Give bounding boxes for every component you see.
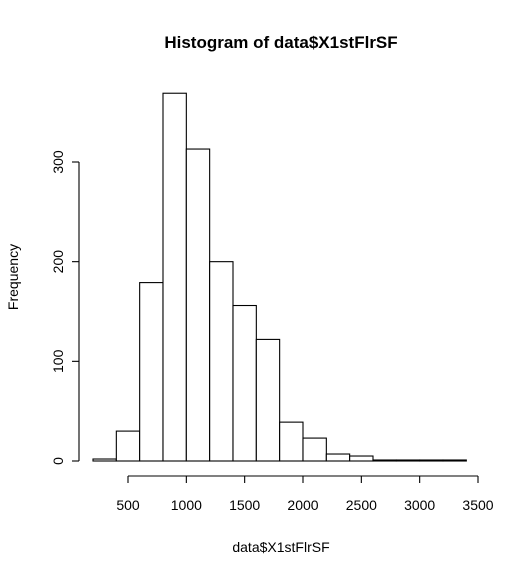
x-tick-label: 1500 <box>229 497 260 513</box>
y-axis: 0 100 200 300 <box>50 150 80 465</box>
bars-group <box>92 92 467 462</box>
histogram-bar <box>139 282 164 462</box>
y-tick-label: 200 <box>50 250 66 274</box>
y-tick-label: 100 <box>50 349 66 373</box>
x-tick-label: 1000 <box>171 497 202 513</box>
x-tick-label: 2000 <box>287 497 318 513</box>
chart-title: Histogram of data$X1stFlrSF <box>164 33 397 52</box>
histogram-bar <box>325 453 351 462</box>
histogram-bar <box>395 459 421 462</box>
histogram-bar <box>302 437 327 462</box>
histogram-bar <box>349 455 374 462</box>
histogram-bar <box>419 459 444 462</box>
x-tick-label: 3500 <box>462 497 493 513</box>
histogram-bar <box>92 458 117 462</box>
x-tick-label: 3000 <box>404 497 435 513</box>
histogram-bar <box>162 92 187 462</box>
histogram-bar <box>185 148 211 462</box>
histogram-bar <box>209 261 234 462</box>
x-tick-label: 2500 <box>346 497 377 513</box>
y-axis-label: Frequency <box>5 244 21 310</box>
histogram-bar <box>372 459 397 462</box>
histogram-bar <box>255 338 281 462</box>
y-tick-label: 300 <box>50 150 66 174</box>
x-axis: 500 1000 1500 2000 2500 3000 3500 <box>116 475 494 513</box>
histogram-bar <box>279 421 304 462</box>
histogram-bar <box>442 459 467 462</box>
histogram-bar <box>232 304 257 462</box>
y-tick-label: 0 <box>50 457 66 465</box>
x-axis-label: data$X1stFlrSF <box>232 539 329 555</box>
x-tick-label: 500 <box>116 497 140 513</box>
histogram-bar <box>115 430 141 462</box>
